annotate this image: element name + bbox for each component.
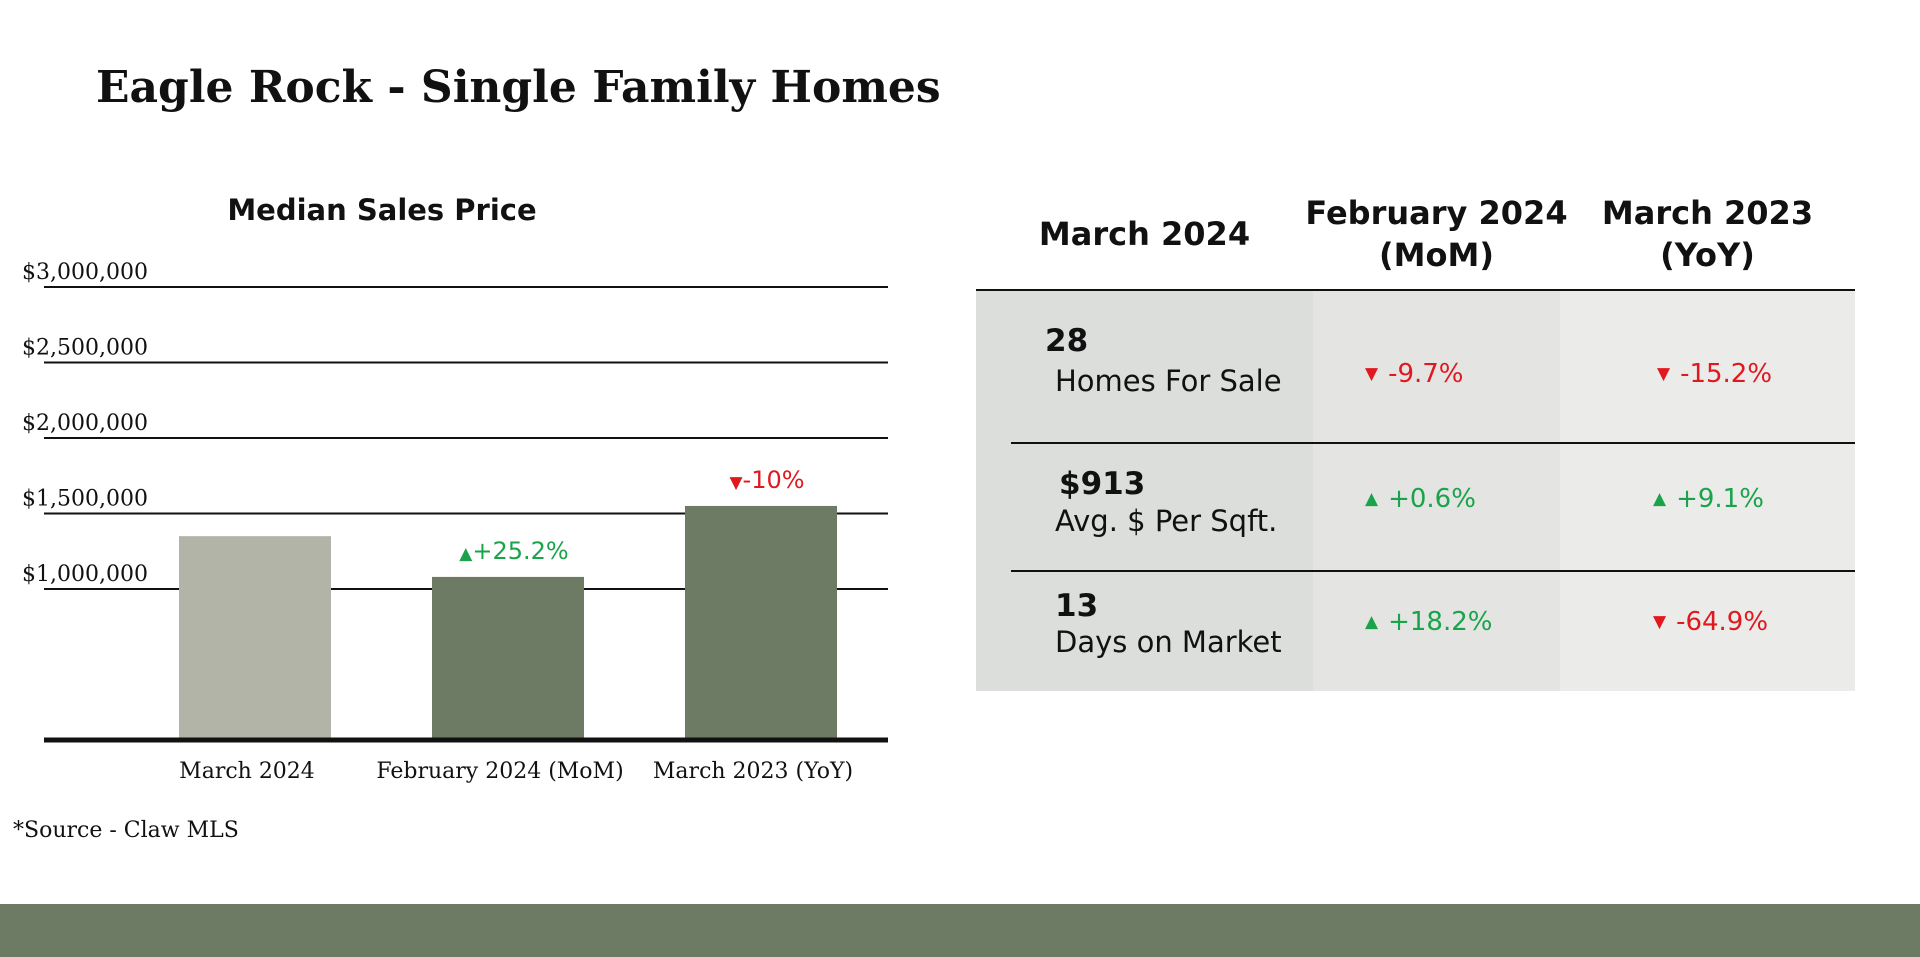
header-march-2024: March 2024 [976, 180, 1313, 289]
header-line: (YoY) [1660, 235, 1755, 274]
metric-value: 13 [1055, 588, 1099, 624]
y-tick-label: $2,000,000 [22, 411, 148, 436]
change-value: +0.6% [1388, 484, 1476, 514]
mom-change: ▲ +0.6% [1365, 484, 1476, 514]
chart-y-ticks: $1,000,000 $1,500,000 $2,000,000 $2,500,000… [22, 260, 148, 587]
metric-value: 28 [1045, 323, 1089, 359]
change-value: -64.9% [1676, 607, 1769, 637]
down-arrow-icon: ▼ [729, 473, 743, 493]
mom-change: ▼ -9.7% [1365, 359, 1464, 389]
change-arrow-icon: ▼ [1653, 612, 1667, 632]
change-arrow-icon: ▲ [1365, 489, 1379, 509]
table-row: 13 Days on Market ▲ +18.2% ▼ -64.9% [976, 572, 1855, 690]
column-background [976, 291, 1313, 691]
footer-bar [0, 904, 1920, 957]
metric-label: Days on Market [1055, 625, 1282, 659]
table-row: 28 Homes For Sale ▼ -9.7% ▼ -15.2% [976, 291, 1855, 443]
metric-label: Homes For Sale [1055, 364, 1282, 398]
header-march-2023: March 2023 (YoY) [1560, 180, 1855, 289]
stats-table-header: March 2024 February 2024 (MoM) March 202… [976, 180, 1855, 291]
yoy-change: ▼ -15.2% [1657, 359, 1772, 389]
header-line: March 2023 [1601, 193, 1814, 232]
y-tick-label: $1,500,000 [22, 487, 148, 512]
row-divider [1011, 442, 1855, 444]
source-note: *Source - Claw MLS [13, 818, 239, 843]
chart-x-labels: March 2024 February 2024 (MoM) March 2023 … [179, 759, 853, 784]
chart-title: Median Sales Price [227, 193, 536, 227]
bar-label-value: +25.2% [472, 537, 568, 565]
change-value: +18.2% [1388, 607, 1493, 637]
yoy-change: ▼ -64.9% [1653, 607, 1768, 637]
column-background [1313, 291, 1560, 691]
yoy-change: ▲ +9.1% [1653, 484, 1764, 514]
change-value: -9.7% [1388, 359, 1464, 389]
y-tick-label: $2,500,000 [22, 336, 148, 361]
metric-label: Avg. $ Per Sqft. [1055, 504, 1278, 538]
header-line: February 2024 [1305, 193, 1568, 232]
change-arrow-icon: ▼ [1365, 364, 1379, 384]
bar-label-value: -10% [743, 466, 805, 494]
stats-table: March 2024 February 2024 (MoM) March 202… [976, 180, 1855, 691]
bar [432, 576, 584, 740]
y-tick-label: $3,000,000 [22, 260, 148, 285]
change-arrow-icon: ▲ [1365, 612, 1379, 632]
column-background [1560, 291, 1855, 691]
bar-data-label: ▲+25.2% [459, 537, 568, 565]
mom-change: ▲ +18.2% [1365, 607, 1492, 637]
bar [685, 505, 837, 740]
change-value: +9.1% [1676, 484, 1764, 514]
stats-table-body: 28 Homes For Sale ▼ -9.7% ▼ -15.2% $913 … [976, 291, 1855, 691]
change-arrow-icon: ▼ [1657, 364, 1671, 384]
median-price-chart: Median Sales Price $1,000,000$1,500,000$… [22, 193, 888, 784]
chart-bars [179, 505, 837, 740]
bar [179, 536, 331, 740]
bar-data-label: ▼-10% [729, 466, 804, 494]
page-title: Eagle Rock - Single Family Homes [96, 62, 941, 113]
chart-bar-labels: ▲+25.2% ▼-10% [459, 466, 804, 565]
change-value: -15.2% [1680, 359, 1773, 389]
header-line: March 2024 [1038, 214, 1251, 253]
up-arrow-icon: ▲ [459, 544, 473, 564]
x-tick-label: February 2024 (MoM) [376, 759, 623, 784]
y-tick-label: $1,000,000 [22, 562, 148, 587]
x-tick-label: March 2023 (YoY) [653, 759, 853, 784]
header-line: (MoM) [1379, 235, 1494, 274]
header-february-2024: February 2024 (MoM) [1283, 180, 1590, 289]
change-arrow-icon: ▲ [1653, 489, 1667, 509]
table-row: $913 Avg. $ Per Sqft. ▲ +0.6% ▲ +9.1% [976, 444, 1855, 571]
row-divider [1011, 570, 1855, 572]
x-tick-label: March 2024 [179, 759, 315, 784]
metric-value: $913 [1059, 466, 1146, 502]
